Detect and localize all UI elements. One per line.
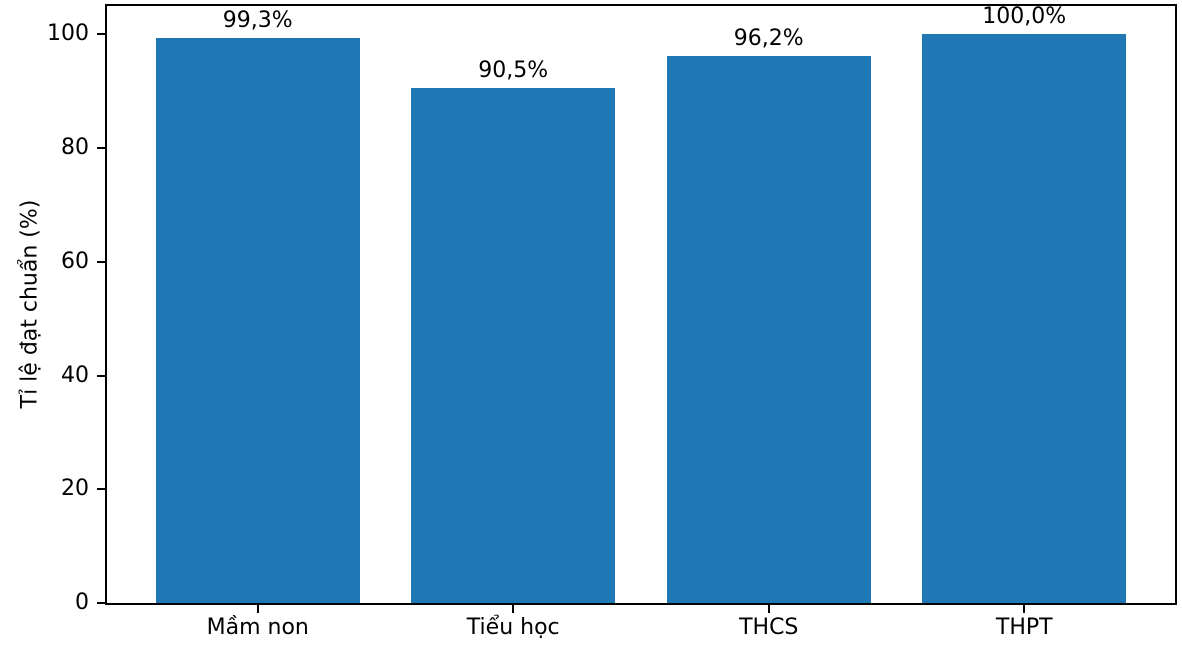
bar	[411, 88, 615, 603]
bar-value-label: 100,0%	[982, 4, 1067, 30]
x-tick-mark	[256, 605, 259, 613]
bar	[156, 38, 360, 603]
y-tick-label: 100	[47, 21, 89, 47]
y-tick-label: 40	[61, 362, 89, 388]
x-tick-mark	[767, 605, 770, 613]
y-tick-mark	[97, 374, 105, 377]
bar-value-label: 99,3%	[222, 8, 293, 34]
y-tick-label: 60	[61, 248, 89, 274]
bar	[667, 56, 871, 603]
bar	[922, 34, 1126, 603]
y-tick-label: 80	[61, 135, 89, 161]
x-tick-label: THPT	[995, 615, 1053, 640]
bar-value-label: 90,5%	[478, 58, 549, 84]
y-tick-mark	[97, 488, 105, 491]
y-tick-label: 0	[75, 590, 89, 615]
x-tick-mark	[1023, 605, 1026, 613]
x-tick-mark	[512, 605, 515, 613]
y-tick-mark	[97, 602, 105, 604]
y-tick-mark	[97, 260, 105, 263]
y-tick-mark	[97, 147, 105, 150]
plot-area	[105, 4, 1177, 605]
x-tick-label: Tiểu học	[466, 615, 560, 640]
y-tick-label: 20	[61, 476, 89, 502]
x-tick-label: THCS	[739, 615, 799, 640]
x-tick-label: Mầm non	[206, 615, 309, 640]
y-tick-mark	[97, 33, 105, 36]
bar-value-label: 96,2%	[733, 26, 804, 51]
